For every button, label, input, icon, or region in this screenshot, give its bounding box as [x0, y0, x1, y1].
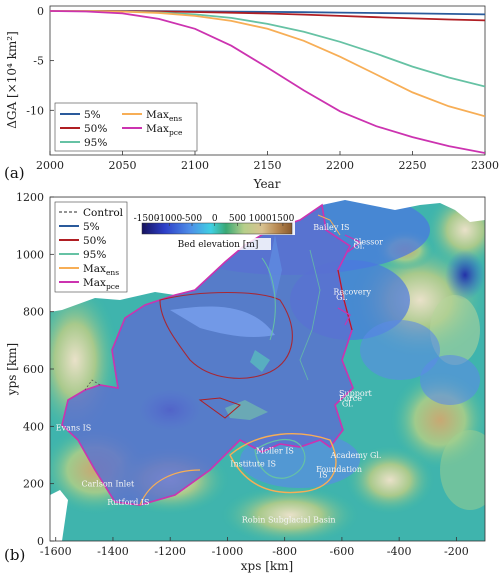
- place-label: Moller IS: [256, 447, 294, 456]
- colorbar: -1500-1000 -500 0 500 1000 1500 Bed elevation…: [134, 213, 295, 250]
- place-label: Rutford IS: [107, 498, 149, 507]
- colorbar-ticks: -1500-1000 -500 0 500 1000 1500: [134, 214, 295, 226]
- legend-label-5: 5%: [84, 109, 101, 121]
- b-xtick-label: -800: [272, 545, 297, 558]
- panel-b-xlabel: xps [km]: [241, 559, 293, 573]
- b-xtick-label: -200: [444, 545, 469, 558]
- place-label: Slessor: [353, 237, 383, 246]
- panel-a-ylabel: ΔGA [×10⁴ km²]: [5, 31, 19, 129]
- cb-tick-label: -1500: [134, 214, 160, 224]
- place-label: Force: [339, 394, 362, 403]
- a-ytick-label: -5: [33, 55, 44, 68]
- panel-b-place-labels: Bailey ISSlessorGl.RecoveryGl.SupportFor…: [56, 223, 383, 524]
- series-line-3: [50, 10, 485, 118]
- legend-b-label-95: 95%: [83, 249, 106, 261]
- legend-b-label-maxens: Maxens: [83, 263, 119, 277]
- place-label: Institute IS: [230, 459, 276, 468]
- legend-b-label-control: Control: [83, 207, 124, 219]
- cb-tick-label: 1500: [271, 214, 294, 224]
- place-label: Support: [339, 389, 373, 398]
- b-ytick-label: 0: [37, 535, 44, 548]
- cb-tick-label: -500: [182, 214, 202, 224]
- place-label: IS: [319, 470, 328, 479]
- cb-tick-label: 500: [229, 214, 246, 224]
- a-xtick-label: 2250: [399, 159, 427, 172]
- b-xtick-label: -400: [387, 545, 412, 558]
- panel-a-label: (a): [4, 164, 25, 182]
- panel-b: -1600 -1400 -1200 -1000 -800 -600 -400 -200 0 200…: [4, 191, 486, 573]
- place-label: Evans IS: [56, 424, 92, 433]
- b-xtick-label: -600: [330, 545, 355, 558]
- cb-tick-label: 1000: [249, 214, 272, 224]
- place-label: Bailey IS: [313, 223, 349, 232]
- a-xtick-label: 2200: [326, 159, 354, 172]
- a-xtick-label: 2150: [254, 159, 282, 172]
- legend-b-label-maxpce: Maxpce: [83, 277, 120, 291]
- b-xtick-label: -1200: [154, 545, 186, 558]
- panel-a-xlabel: Year: [253, 177, 281, 191]
- b-ytick-label: 600: [23, 363, 44, 376]
- legend-label-95: 95%: [84, 137, 107, 149]
- a-xtick-label: 2100: [181, 159, 209, 172]
- panel-a-series: [50, 10, 485, 154]
- legend-label-maxens: Maxens: [146, 109, 182, 123]
- colorbar-label: Bed elevation [m]: [178, 240, 259, 250]
- a-xtick-label: 2000: [36, 159, 64, 172]
- panel-b-ylabel: yps [km]: [5, 343, 19, 396]
- colorbar-gradient: [141, 222, 293, 235]
- cb-tick-label: 0: [212, 214, 218, 224]
- cb-tick-label: -1000: [156, 214, 182, 224]
- place-label: Academy Gl.: [329, 451, 381, 460]
- colorbar-label-backing: [165, 238, 271, 250]
- a-xtick-label: 2300: [471, 159, 499, 172]
- a-ytick-label: 0: [37, 5, 44, 18]
- legend-b-label-50: 50%: [83, 235, 106, 247]
- b-xtick-label: -1400: [97, 545, 129, 558]
- b-ytick-label: 1200: [16, 191, 44, 204]
- b-xtick-label: -1000: [212, 545, 244, 558]
- a-xtick-label: 2050: [109, 159, 137, 172]
- place-label: Gl.: [342, 399, 354, 408]
- legend-label-50: 50%: [84, 123, 107, 135]
- place-label: Gl.: [353, 242, 365, 251]
- legend-box-b: [54, 201, 128, 293]
- b-ytick-label: 200: [23, 478, 44, 491]
- place-label: Robin Subglacial Basin: [242, 515, 336, 524]
- panel-b-legend: Control 5% 50% 95% Maxens Maxpce: [54, 201, 128, 293]
- b-ytick-label: 1000: [16, 248, 44, 261]
- panel-b-label: (b): [4, 546, 25, 564]
- b-ytick-label: 800: [23, 306, 44, 319]
- series-line-4: [50, 10, 485, 154]
- panel-a-legend: 5% 50% 95% Maxens Maxpce: [54, 102, 198, 152]
- a-ytick-label: -10: [26, 104, 44, 117]
- b-xtick-label: -1600: [40, 545, 72, 558]
- legend-b-label-5: 5%: [83, 221, 100, 233]
- b-ytick-label: 400: [23, 420, 44, 433]
- place-label: Foundation: [316, 465, 362, 474]
- panel-a-ticks: 2000 2050 2100 2150 2200 2250 2300 0 -5 -10: [26, 5, 499, 172]
- place-label: Carlson Inlet: [81, 480, 134, 489]
- place-label: Recovery: [333, 287, 371, 296]
- place-label: Gl.: [336, 293, 348, 302]
- legend-label-maxpce: Maxpce: [146, 123, 183, 137]
- panel-b-ticks: -1600 -1400 -1200 -1000 -800 -600 -400 -200 0 200…: [16, 191, 469, 558]
